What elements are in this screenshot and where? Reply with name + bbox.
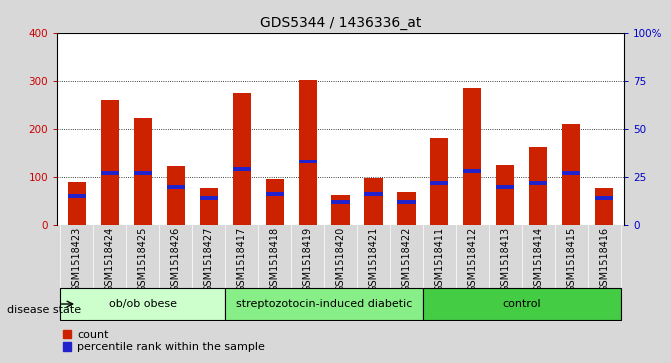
Bar <box>233 167 251 171</box>
Bar <box>68 194 86 198</box>
Bar <box>497 185 515 188</box>
Bar <box>266 179 284 225</box>
Bar <box>134 118 152 225</box>
Bar <box>166 166 185 225</box>
Title: GDS5344 / 1436336_at: GDS5344 / 1436336_at <box>260 16 421 30</box>
Bar <box>595 196 613 200</box>
Bar <box>529 181 548 185</box>
Bar <box>101 100 119 225</box>
FancyBboxPatch shape <box>225 289 423 319</box>
Bar <box>364 178 382 225</box>
Bar <box>562 171 580 175</box>
Bar <box>397 192 415 225</box>
Bar <box>299 80 317 225</box>
FancyBboxPatch shape <box>423 289 621 319</box>
Legend: count, percentile rank within the sample: count, percentile rank within the sample <box>62 330 265 352</box>
Bar <box>199 196 217 200</box>
Bar <box>199 188 217 225</box>
Text: control: control <box>503 299 541 309</box>
Bar <box>68 182 86 225</box>
Bar <box>430 139 448 225</box>
Bar <box>464 88 482 225</box>
Bar <box>166 185 185 188</box>
Bar <box>497 165 515 225</box>
Bar <box>529 147 548 225</box>
Bar <box>331 195 350 225</box>
Bar <box>397 200 415 204</box>
Bar <box>364 192 382 196</box>
Bar <box>233 93 251 225</box>
Bar <box>101 171 119 175</box>
Bar <box>595 188 613 225</box>
Bar <box>266 192 284 196</box>
Bar <box>299 160 317 163</box>
Bar <box>464 169 482 173</box>
Bar <box>562 124 580 225</box>
Bar <box>134 171 152 175</box>
Bar <box>430 181 448 185</box>
Bar <box>331 200 350 204</box>
Text: ob/ob obese: ob/ob obese <box>109 299 176 309</box>
FancyBboxPatch shape <box>60 289 225 319</box>
Text: disease state: disease state <box>7 305 81 315</box>
Text: streptozotocin-induced diabetic: streptozotocin-induced diabetic <box>236 299 412 309</box>
